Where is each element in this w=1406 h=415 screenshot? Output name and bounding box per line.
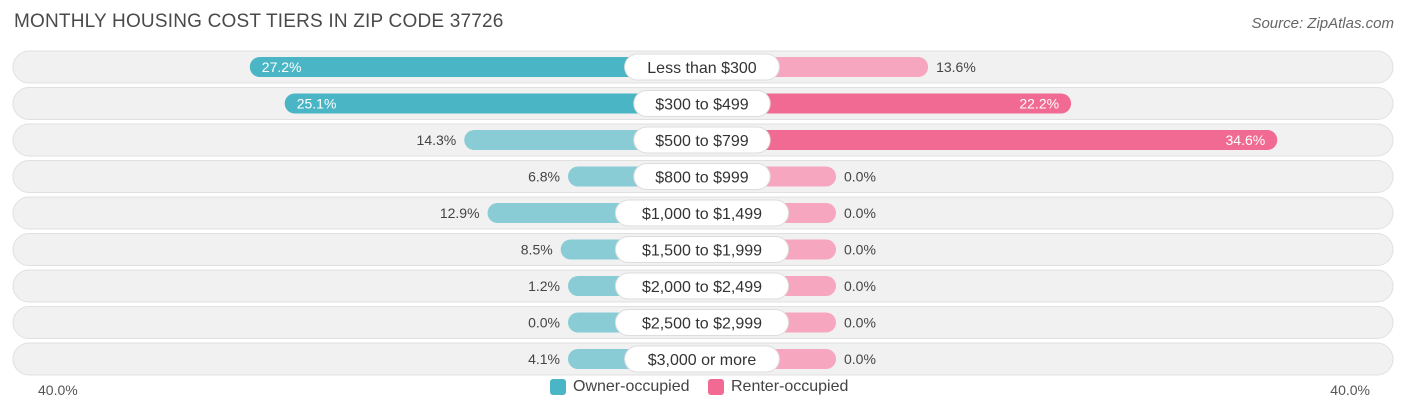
category-pill (624, 345, 780, 373)
legend-swatch-owner (550, 379, 566, 395)
legend-swatch-renter (708, 379, 724, 395)
owner-value-label: 8.5% (521, 242, 553, 258)
renter-value-label: 22.2% (1019, 96, 1059, 112)
renter-bar (702, 93, 1072, 114)
category-label: $800 to $999 (655, 170, 749, 187)
category-label: $500 to $799 (655, 133, 749, 150)
renter-value-label: 0.0% (844, 315, 876, 331)
source-credit: Source: ZipAtlas.com (1251, 15, 1394, 32)
legend-item-renter[interactable]: Renter-occupied (708, 378, 848, 396)
category-pill (614, 309, 790, 336)
renter-value-label: 0.0% (844, 278, 876, 294)
category-label: $1,500 to $1,999 (642, 243, 762, 260)
category-pill (614, 272, 790, 300)
axis-right-label: 40.0% (1330, 382, 1370, 398)
category-label: $3,000 or more (648, 352, 757, 369)
category-label: Less than $300 (647, 60, 757, 77)
owner-value-label: 4.1% (528, 351, 560, 367)
category-label: $2,000 to $2,499 (642, 279, 762, 296)
category-label: $300 to $499 (655, 97, 749, 114)
owner-value-label: 12.9% (440, 205, 480, 221)
legend-label-owner: Owner-occupied (573, 378, 690, 395)
renter-value-label: 13.6% (936, 59, 976, 75)
owner-value-label: 1.2% (528, 278, 560, 294)
renter-value-label: 34.6% (1226, 132, 1266, 148)
owner-bar (249, 57, 703, 77)
legend: Owner-occupied Renter-occupied (0, 378, 1406, 402)
chart-title: MONTHLY HOUSING COST TIERS IN ZIP CODE 3… (14, 11, 504, 32)
category-pill (633, 90, 771, 117)
renter-value-label: 0.0% (844, 351, 876, 367)
owner-value-label: 0.0% (528, 315, 560, 331)
category-pill (633, 126, 771, 154)
category-pill (624, 53, 780, 81)
renter-bar (702, 130, 1278, 150)
owner-bar (284, 93, 702, 114)
axis-left-label: 40.0% (38, 382, 78, 398)
renter-value-label: 0.0% (844, 205, 876, 221)
category-pill (614, 199, 790, 227)
owner-value-label: 27.2% (262, 59, 302, 75)
category-label: $2,500 to $2,999 (642, 316, 762, 333)
owner-value-label: 25.1% (297, 96, 337, 112)
legend-item-owner[interactable]: Owner-occupied (550, 378, 690, 396)
legend-label-renter: Renter-occupied (731, 378, 849, 395)
renter-value-label: 0.0% (844, 242, 876, 258)
category-pill (614, 236, 790, 263)
owner-value-label: 14.3% (417, 132, 457, 148)
category-pill (633, 163, 771, 190)
renter-value-label: 0.0% (844, 169, 876, 185)
category-label: $1,000 to $1,499 (642, 206, 762, 223)
owner-value-label: 6.8% (528, 169, 560, 185)
